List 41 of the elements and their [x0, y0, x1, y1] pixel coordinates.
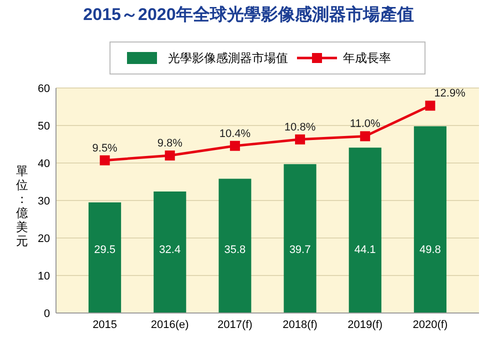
- data-label: 9.8%: [157, 138, 183, 150]
- bar: [414, 126, 446, 313]
- data-label: 10.4%: [219, 128, 251, 140]
- bar: [348, 148, 382, 313]
- point: [164, 150, 175, 160]
- data-label: 35.8: [224, 244, 246, 256]
- data-label: 32.4: [159, 244, 181, 256]
- y-tick-label: 10: [38, 270, 50, 282]
- y-tick-label: 50: [38, 120, 50, 132]
- legend-label: 光學影像感測器市場值: [168, 51, 288, 65]
- y-tick-label: 0: [44, 308, 50, 320]
- y-axis-title: 單位：億美元: [16, 164, 28, 248]
- point: [360, 131, 370, 142]
- data-label: 44.1: [354, 244, 376, 256]
- bar: [88, 202, 122, 313]
- y-tick-label: 40: [38, 158, 50, 170]
- data-label: 10.8%: [284, 121, 316, 134]
- x-tick-label: 2017(f): [218, 319, 252, 331]
- point: [425, 100, 436, 111]
- x-tick-label: 2016(e): [150, 319, 189, 331]
- point: [295, 134, 306, 144]
- data-label: 12.9%: [434, 88, 466, 100]
- x-tick-label: 2015: [92, 319, 118, 331]
- bar: [154, 192, 186, 313]
- y-tick-label: 20: [38, 233, 50, 245]
- x-tick-label: 2020(f): [412, 319, 448, 331]
- y-tick-label: 30: [38, 196, 50, 208]
- x-tick-label: 2019(f): [348, 319, 383, 331]
- legend-label: 年成長率: [343, 51, 391, 65]
- data-label: 9.5%: [92, 142, 118, 154]
- bar: [218, 178, 252, 313]
- point: [230, 140, 240, 151]
- point: [100, 155, 110, 166]
- data-label: 39.7: [289, 244, 311, 256]
- data-label: 49.8: [419, 244, 441, 256]
- data-label: 11.0%: [350, 118, 381, 130]
- data-label: 29.5: [94, 244, 116, 256]
- bar: [284, 164, 316, 313]
- chart-title: 2015～2020年全球光學影像感測器市場產值: [83, 5, 414, 24]
- x-tick-label: 2018(f): [282, 319, 318, 331]
- y-tick-label: 60: [38, 83, 50, 95]
